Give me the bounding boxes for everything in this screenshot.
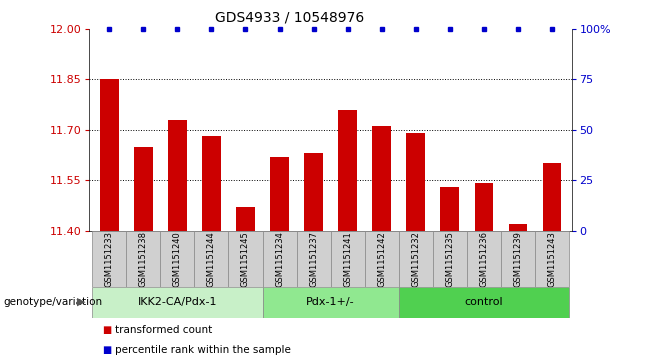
FancyBboxPatch shape: [92, 287, 263, 318]
Bar: [372, 126, 391, 231]
Bar: [474, 184, 494, 231]
Text: genotype/variation: genotype/variation: [3, 297, 103, 307]
Text: GSM1151232: GSM1151232: [411, 231, 420, 286]
Text: transformed count: transformed count: [115, 325, 213, 335]
FancyBboxPatch shape: [399, 231, 433, 287]
Text: GSM1151243: GSM1151243: [547, 231, 557, 286]
Text: GSM1151244: GSM1151244: [207, 231, 216, 286]
Text: ▶: ▶: [77, 297, 86, 307]
Text: GSM1151240: GSM1151240: [173, 231, 182, 286]
Text: GSM1151234: GSM1151234: [275, 231, 284, 286]
Text: GSM1151238: GSM1151238: [139, 231, 148, 287]
Bar: [509, 224, 527, 231]
FancyBboxPatch shape: [228, 231, 263, 287]
FancyBboxPatch shape: [467, 231, 501, 287]
FancyBboxPatch shape: [297, 231, 330, 287]
FancyBboxPatch shape: [263, 287, 399, 318]
FancyBboxPatch shape: [126, 231, 161, 287]
FancyBboxPatch shape: [263, 231, 297, 287]
FancyBboxPatch shape: [92, 231, 126, 287]
Bar: [304, 153, 323, 231]
Text: GSM1151239: GSM1151239: [513, 231, 522, 286]
Bar: [407, 133, 425, 231]
Text: GDS4933 / 10548976: GDS4933 / 10548976: [215, 10, 364, 24]
Text: ■: ■: [102, 345, 111, 355]
Bar: [543, 163, 561, 231]
Text: GSM1151236: GSM1151236: [480, 231, 488, 287]
Text: Pdx-1+/-: Pdx-1+/-: [307, 297, 355, 307]
Text: GSM1151245: GSM1151245: [241, 231, 250, 286]
Text: percentile rank within the sample: percentile rank within the sample: [115, 345, 291, 355]
Text: GSM1151242: GSM1151242: [377, 231, 386, 286]
Bar: [202, 136, 221, 231]
Text: ■: ■: [102, 325, 111, 335]
Text: GSM1151233: GSM1151233: [105, 231, 114, 287]
FancyBboxPatch shape: [330, 231, 365, 287]
Bar: [236, 207, 255, 231]
Bar: [338, 110, 357, 231]
FancyBboxPatch shape: [501, 231, 535, 287]
Bar: [168, 120, 187, 231]
FancyBboxPatch shape: [194, 231, 228, 287]
Bar: [100, 79, 118, 231]
Bar: [134, 147, 153, 231]
Text: control: control: [465, 297, 503, 307]
FancyBboxPatch shape: [161, 231, 194, 287]
FancyBboxPatch shape: [365, 231, 399, 287]
FancyBboxPatch shape: [399, 287, 569, 318]
FancyBboxPatch shape: [433, 231, 467, 287]
Text: GSM1151235: GSM1151235: [445, 231, 455, 286]
Bar: [440, 187, 459, 231]
Text: GSM1151237: GSM1151237: [309, 231, 318, 287]
Bar: [270, 156, 289, 231]
FancyBboxPatch shape: [535, 231, 569, 287]
Text: GSM1151241: GSM1151241: [343, 231, 352, 286]
Text: IKK2-CA/Pdx-1: IKK2-CA/Pdx-1: [138, 297, 217, 307]
